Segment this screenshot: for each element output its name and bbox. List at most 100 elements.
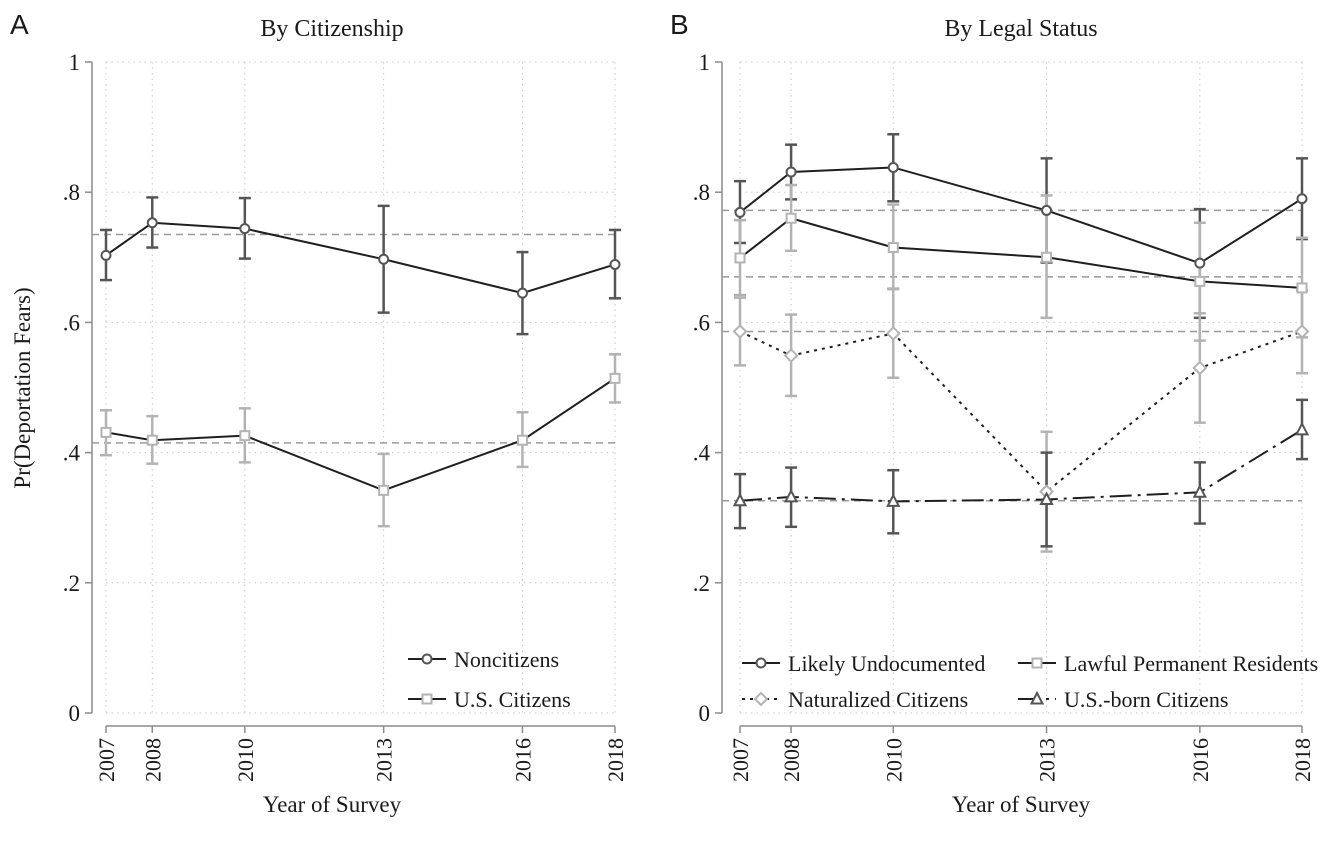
point-u-s-citizens [146,434,158,446]
legend-label-lawful-permanent-residents: Lawful Permanent Residents [1064,651,1318,676]
point-noncitizens [378,253,390,265]
point-u-s-citizens [516,434,528,446]
point-u-s-born-citizens [732,492,748,507]
series-line-lawful-permanent-residents [739,217,1303,289]
y-tick-label: .2 [63,571,80,596]
point-u-s-born-citizens [886,493,901,507]
series-line-u-s-born-citizens [739,428,1303,503]
x-tick-label: 2008 [140,738,165,782]
y-axis-label: Pr(Deportation Fears) [10,287,35,488]
point-noncitizens [100,249,112,261]
panel-b-axes: 0 .2 .4 .6 .8 1 2007 2008 2010 2013 2016 2018 [693,50,1315,782]
point-likely-undocumented [734,206,746,218]
y-tick-label: 1 [69,50,81,75]
legend-marker-u-s-citizens [421,693,433,705]
legend-marker-lawful-permanent-residents [1031,657,1043,669]
point-u-s-born-citizens [1039,491,1054,505]
panel-b-legend: Likely Undocumented Lawful Permanent Resi… [742,651,1318,712]
point-u-s-citizens [239,430,251,442]
legend-item-naturalized-citizens: Naturalized Citizens [742,687,968,712]
point-naturalized-citizens [783,348,799,364]
panel-a-marks [100,196,621,528]
x-tick-label: 2007 [728,738,753,782]
y-tick-label: 0 [69,701,81,726]
y-tick-label: .6 [693,310,710,335]
x-tick-label: 2013 [1035,738,1060,782]
panel-a-legend: Noncitizens U.S. Citizens [408,647,571,712]
point-noncitizens [609,258,621,270]
panel-a: A By Citizenship Year of Survey Pr(Depor… [10,9,628,817]
legend-marker-noncitizens [421,653,433,665]
y-tick-label: .4 [693,441,711,466]
legend-label-u-s-citizens: U.S. Citizens [454,687,571,712]
legend-label-u-s-born-citizens: U.S.-born Citizens [1064,687,1228,712]
point-u-s-citizens [100,426,112,438]
point-u-s-citizens [609,372,621,384]
x-tick-label: 2007 [94,738,119,782]
point-noncitizens [239,223,251,235]
series-line-likely-undocumented [739,166,1303,265]
panel-a-xlabel: Year of Survey [263,792,402,817]
legend-label-noncitizens: Noncitizens [454,647,559,672]
series-line-u-s-citizens [105,377,616,492]
x-tick-label: 2010 [881,738,906,782]
panel-a-grid [105,61,616,714]
point-naturalized-citizens [732,324,748,339]
series-line-noncitizens [105,221,616,295]
x-tick-label: 2018 [1290,738,1315,782]
point-naturalized-citizens [885,326,901,341]
point-noncitizens [146,217,158,229]
x-tick-label: 2013 [372,738,397,782]
panel-b-title: By Legal Status [944,16,1097,42]
y-tick-label: .4 [63,441,81,466]
point-likely-undocumented [1296,193,1308,205]
panel-a-title: By Citizenship [260,16,403,42]
point-lawful-permanent-residents [785,212,797,224]
point-u-s-born-citizens [1294,421,1310,436]
point-lawful-permanent-residents [887,242,899,254]
y-tick-label: .8 [63,180,80,205]
point-lawful-permanent-residents [1041,251,1053,263]
legend-item-likely-undocumented: Likely Undocumented [742,651,985,676]
x-tick-label: 2008 [779,738,804,782]
point-u-s-born-citizens [783,488,799,503]
panel-b-letter: B [670,9,689,40]
point-likely-undocumented [785,166,797,178]
point-likely-undocumented [1194,257,1206,269]
x-tick-label: 2010 [233,738,258,782]
legend-marker-u-s-born-citizens [1029,690,1045,705]
point-lawful-permanent-residents [1296,282,1308,294]
point-lawful-permanent-residents [734,252,746,264]
point-noncitizens [516,287,528,299]
legend-item-noncitizens: Noncitizens [408,647,559,672]
legend-marker-likely-undocumented [755,657,767,669]
panel-b: B By Legal Status Year of Survey 0 .2 .4 .6… [670,9,1318,817]
panel-a-letter: A [10,9,29,40]
panel-a-axes: 0 .2 .4 .6 .8 1 2007 2008 2010 2013 2016 2018 [63,50,628,782]
point-u-s-citizens [378,484,390,496]
point-likely-undocumented [887,161,899,173]
x-tick-label: 2016 [1188,738,1213,782]
panel-b-grid [739,61,1303,714]
x-tick-label: 2018 [603,738,628,782]
y-tick-label: .6 [63,310,80,335]
panel-b-marks [732,133,1310,553]
y-tick-label: 0 [699,701,711,726]
legend-label-likely-undocumented: Likely Undocumented [788,651,985,676]
legend-item-lawful-permanent-residents: Lawful Permanent Residents [1018,651,1318,676]
point-naturalized-citizens [1192,360,1208,376]
legend-item-u-s-citizens: U.S. Citizens [408,687,571,712]
y-tick-label: 1 [699,50,711,75]
x-tick-label: 2016 [510,738,535,782]
point-u-s-born-citizens [1192,484,1207,498]
panel-a-baselines [92,233,615,444]
point-naturalized-citizens [1294,324,1310,339]
point-likely-undocumented [1041,204,1053,216]
series-line-naturalized-citizens [739,330,1303,494]
y-tick-label: .8 [693,180,710,205]
legend-label-naturalized-citizens: Naturalized Citizens [788,687,968,712]
point-lawful-permanent-residents [1194,275,1206,287]
legend-item-u-s-born-citizens: U.S.-born Citizens [1018,687,1228,712]
legend-marker-naturalized-citizens [753,691,769,707]
